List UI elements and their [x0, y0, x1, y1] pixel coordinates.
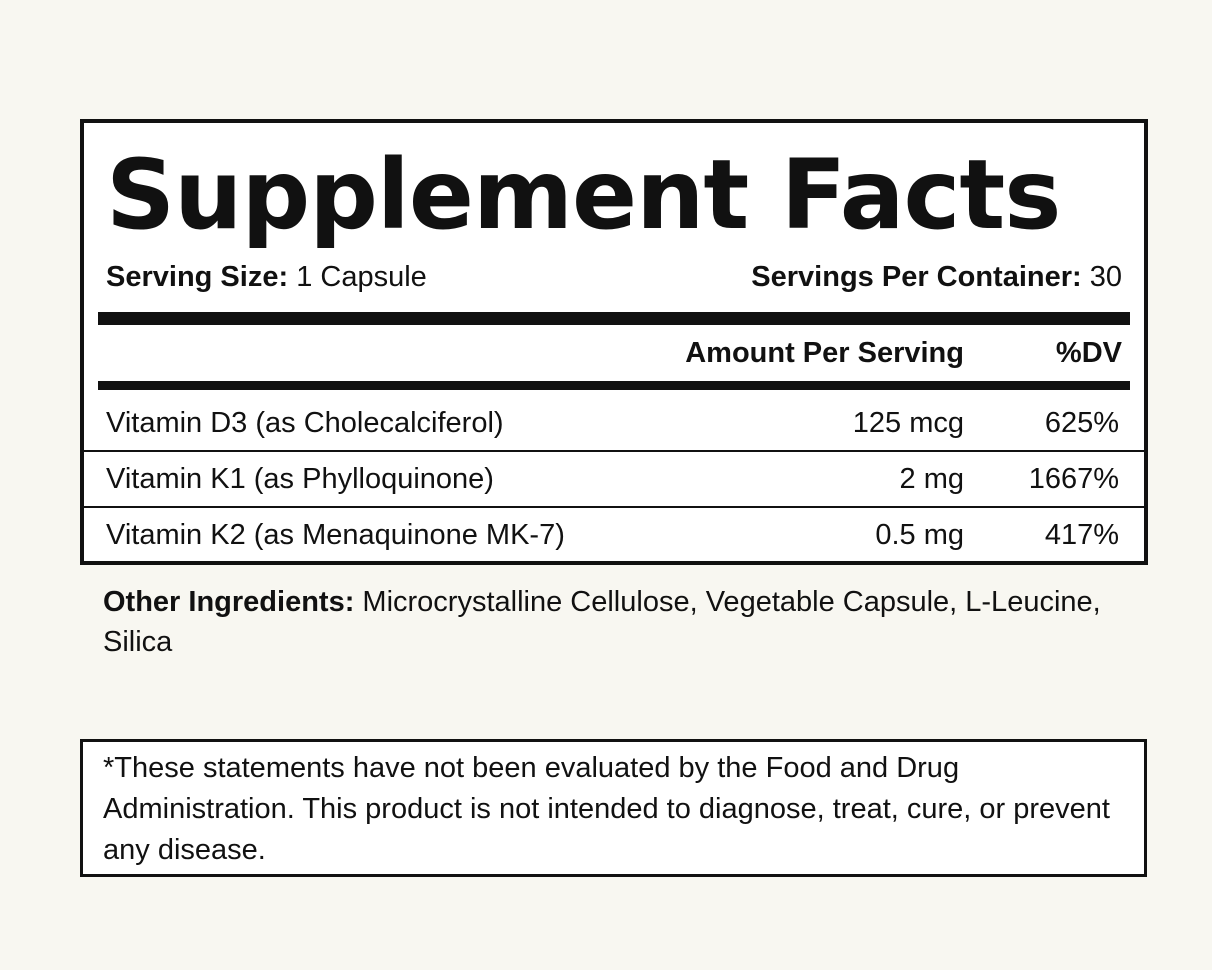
other-ingredients-label: Other Ingredients:: [103, 586, 355, 618]
fda-disclaimer-box: *These statements have not been evaluate…: [80, 739, 1147, 877]
facts-title: Supplement Facts: [106, 139, 1061, 251]
nutrient-name: Vitamin K2 (as Menaquinone MK-7): [106, 519, 565, 551]
serving-size-label: Serving Size:: [106, 261, 289, 293]
servings-per-container-value: 30: [1089, 261, 1122, 293]
other-ingredients: Other Ingredients: Microcrystalline Cell…: [103, 582, 1103, 662]
nutrient-dv: 1667%: [1028, 463, 1119, 495]
serving-size-value: 1 Capsule: [296, 261, 427, 293]
fda-disclaimer-text: *These statements have not been evaluate…: [103, 752, 1110, 866]
nutrient-row: Vitamin D3 (as Cholecalciferol) 125 mcg …: [84, 396, 1144, 450]
dv-header: %DV: [1055, 337, 1122, 369]
nutrient-table: Vitamin D3 (as Cholecalciferol) 125 mcg …: [84, 396, 1144, 562]
serving-info-row: Serving Size: 1 Capsule Servings Per Con…: [106, 259, 1122, 295]
supplement-facts-panel: Supplement Facts Serving Size: 1 Capsule…: [80, 119, 1148, 565]
servings-per-container: Servings Per Container: 30: [751, 259, 1122, 295]
nutrient-row: Vitamin K1 (as Phylloquinone) 2 mg 1667%: [84, 450, 1144, 506]
serving-size: Serving Size: 1 Capsule: [106, 259, 427, 295]
thick-divider-top: [98, 312, 1130, 325]
servings-per-container-label: Servings Per Container:: [751, 261, 1082, 293]
nutrient-dv: 417%: [1044, 519, 1119, 551]
nutrient-name: Vitamin D3 (as Cholecalciferol): [106, 407, 504, 439]
nutrient-row: Vitamin K2 (as Menaquinone MK-7) 0.5 mg …: [84, 506, 1144, 562]
amount-per-serving-header: Amount Per Serving: [685, 337, 964, 369]
nutrient-name: Vitamin K1 (as Phylloquinone): [106, 463, 494, 495]
nutrient-amount: 0.5 mg: [875, 519, 964, 551]
nutrient-amount: 125 mcg: [852, 407, 964, 439]
nutrient-amount: 2 mg: [899, 463, 964, 495]
other-ingredients-value: Microcrystalline Cellulose, Vegetable Ca…: [103, 586, 1101, 658]
nutrient-dv: 625%: [1044, 407, 1119, 439]
thick-divider-middle: [98, 381, 1130, 390]
